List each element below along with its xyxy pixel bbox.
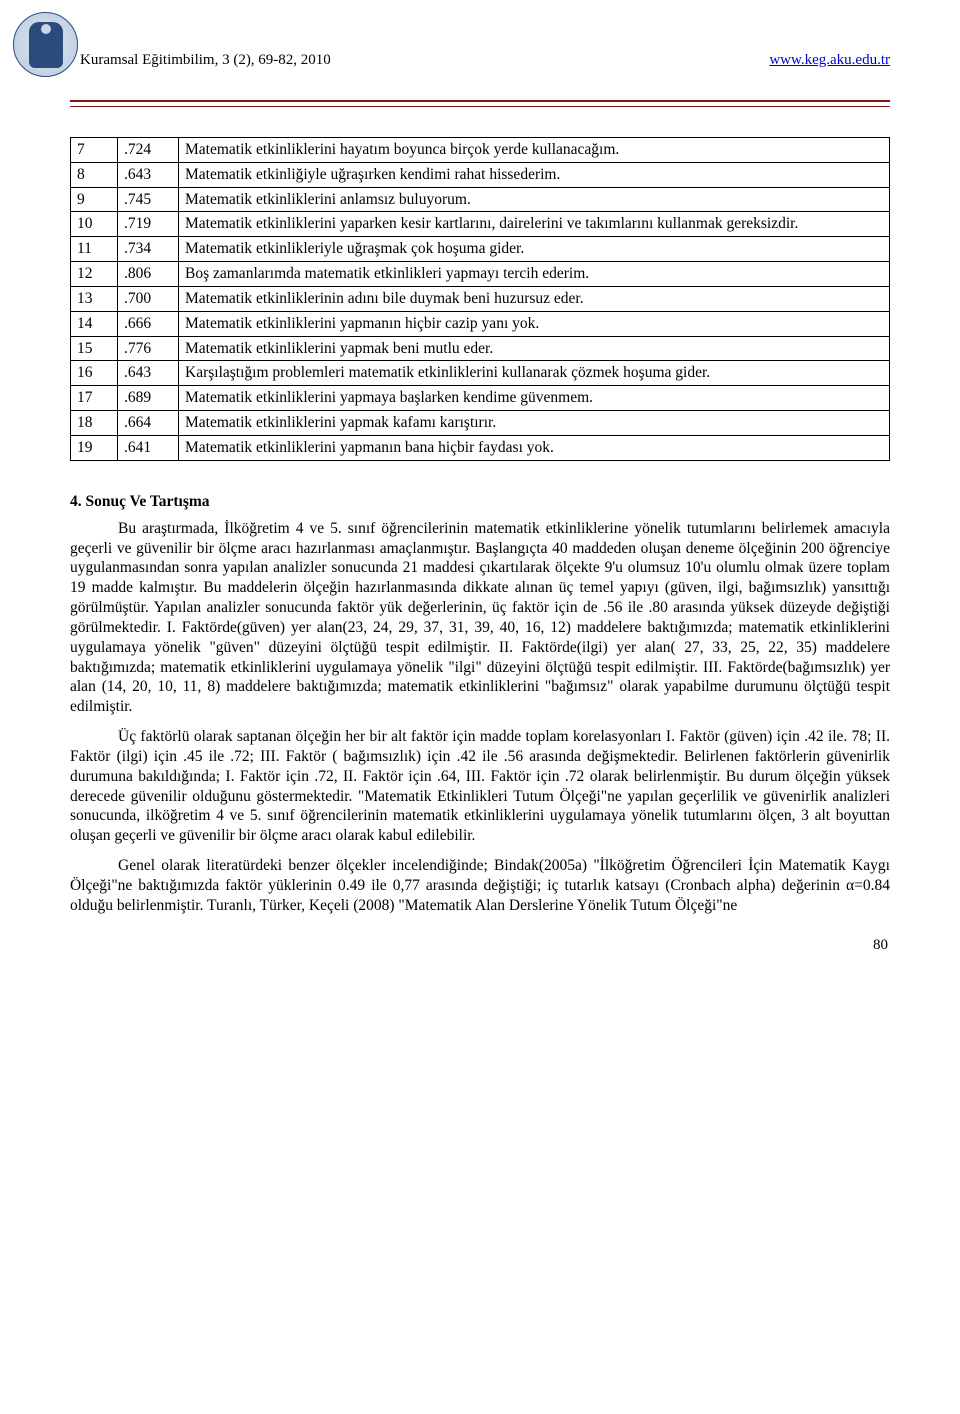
item-text: Matematik etkinliklerini yaparken kesir …: [179, 212, 890, 237]
item-text: Matematik etkinlikleriyle uğraşmak çok h…: [179, 237, 890, 262]
item-number: 8: [71, 162, 118, 187]
page: Kuramsal Eğitimbilim, 3 (2), 69-82, 2010…: [0, 0, 960, 966]
item-loading: .734: [118, 237, 179, 262]
section-title: 4. Sonuç Ve Tartışma: [70, 493, 890, 511]
item-number: 9: [71, 187, 118, 212]
item-loading: .643: [118, 162, 179, 187]
table-row: 17.689Matematik etkinliklerini yapmaya b…: [71, 386, 890, 411]
item-number: 14: [71, 311, 118, 336]
header-rule: [70, 100, 890, 107]
page-number: 80: [873, 937, 888, 954]
table-row: 15.776Matematik etkinliklerini yapmak be…: [71, 336, 890, 361]
table-row: 18.664Matematik etkinliklerini yapmak ka…: [71, 411, 890, 436]
item-loading: .666: [118, 311, 179, 336]
item-text: Matematik etkinliklerini yapmanın bana h…: [179, 435, 890, 460]
journal-reference: Kuramsal Eğitimbilim, 3 (2), 69-82, 2010: [80, 52, 331, 69]
page-header: Kuramsal Eğitimbilim, 3 (2), 69-82, 2010…: [70, 18, 890, 96]
table-row: 12.806Boş zamanlarımda matematik etkinli…: [71, 262, 890, 287]
item-loading: .664: [118, 411, 179, 436]
item-number: 11: [71, 237, 118, 262]
paragraph-3: Genel olarak literatürdeki benzer ölçekl…: [70, 856, 890, 915]
paragraph-1: Bu araştırmada, İlköğretim 4 ve 5. sınıf…: [70, 519, 890, 717]
item-loading: .745: [118, 187, 179, 212]
item-loading: .776: [118, 336, 179, 361]
item-loading: .689: [118, 386, 179, 411]
item-text: Karşılaştığım problemleri matematik etki…: [179, 361, 890, 386]
item-text: Matematik etkinliklerini yapmaya başlark…: [179, 386, 890, 411]
item-text: Matematik etkinliklerini yapmak beni mut…: [179, 336, 890, 361]
item-text: Matematik etkinliğiyle uğraşırken kendim…: [179, 162, 890, 187]
table-row: 13.700Matematik etkinliklerinin adını bi…: [71, 286, 890, 311]
items-table: 7.724Matematik etkinliklerini hayatım bo…: [70, 137, 890, 461]
item-number: 12: [71, 262, 118, 287]
item-text: Matematik etkinliklerini anlamsız buluyo…: [179, 187, 890, 212]
table-row: 8.643Matematik etkinliğiyle uğraşırken k…: [71, 162, 890, 187]
item-number: 18: [71, 411, 118, 436]
header-line: Kuramsal Eğitimbilim, 3 (2), 69-82, 2010…: [70, 18, 890, 69]
table-row: 7.724Matematik etkinliklerini hayatım bo…: [71, 138, 890, 163]
table-row: 14.666Matematik etkinliklerini yapmanın …: [71, 311, 890, 336]
item-text: Matematik etkinliklerini hayatım boyunca…: [179, 138, 890, 163]
table-row: 10.719Matematik etkinliklerini yaparken …: [71, 212, 890, 237]
item-loading: .643: [118, 361, 179, 386]
table-row: 9.745Matematik etkinliklerini anlamsız b…: [71, 187, 890, 212]
item-number: 7: [71, 138, 118, 163]
item-number: 16: [71, 361, 118, 386]
table-row: 16.643Karşılaştığım problemleri matemati…: [71, 361, 890, 386]
item-text: Matematik etkinliklerini yapmanın hiçbir…: [179, 311, 890, 336]
item-loading: .641: [118, 435, 179, 460]
university-logo: [13, 12, 78, 77]
site-link[interactable]: www.keg.aku.edu.tr: [769, 52, 890, 69]
paragraph-2: Üç faktörlü olarak saptanan ölçeğin her …: [70, 727, 890, 846]
item-text: Matematik etkinliklerinin adını bile duy…: [179, 286, 890, 311]
item-number: 13: [71, 286, 118, 311]
item-number: 10: [71, 212, 118, 237]
item-loading: .806: [118, 262, 179, 287]
table-row: 11.734Matematik etkinlikleriyle uğraşmak…: [71, 237, 890, 262]
item-text: Matematik etkinliklerini yapmak kafamı k…: [179, 411, 890, 436]
item-number: 17: [71, 386, 118, 411]
item-loading: .724: [118, 138, 179, 163]
item-loading: .719: [118, 212, 179, 237]
table-row: 19.641Matematik etkinliklerini yapmanın …: [71, 435, 890, 460]
item-text: Boş zamanlarımda matematik etkinlikleri …: [179, 262, 890, 287]
item-loading: .700: [118, 286, 179, 311]
item-number: 15: [71, 336, 118, 361]
item-number: 19: [71, 435, 118, 460]
